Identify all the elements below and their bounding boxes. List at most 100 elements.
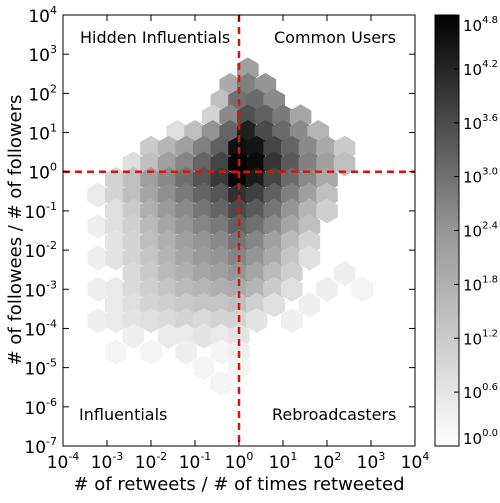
x-tick-label: 10-2: [135, 450, 168, 473]
hex-bin: [263, 261, 285, 287]
hex-bin: [140, 151, 162, 177]
hex-bin: [351, 276, 373, 302]
hex-bin: [210, 182, 233, 208]
hex-bin: [193, 261, 215, 287]
hex-bin: [105, 276, 127, 302]
hex-bin: [245, 292, 268, 318]
hex-bin: [157, 245, 180, 271]
hex-bin: [140, 245, 162, 271]
hex-bin: [281, 135, 303, 161]
hex-bin: [157, 135, 180, 161]
hex-bin: [157, 151, 180, 177]
colorbar-tick-label: 104.8: [463, 15, 498, 35]
hex-bin: [201, 104, 224, 130]
hex-bin: [281, 308, 303, 334]
colorbar-tick-label: 103.0: [463, 167, 498, 187]
hex-bin: [281, 151, 303, 177]
hex-bin: [175, 135, 197, 161]
hex-bin: [289, 104, 312, 130]
hex-bin: [245, 261, 268, 287]
hex-bin: [175, 308, 197, 334]
hex-bin: [105, 308, 127, 334]
hex-bin: [175, 182, 197, 208]
hex-bin: [210, 261, 233, 287]
hex-bin: [175, 323, 197, 349]
hex-bin: [87, 245, 109, 271]
hex-bin: [157, 292, 180, 318]
hex-bin: [263, 198, 285, 224]
colorbar-tick-label: 103.6: [463, 113, 498, 133]
hex-bin: [122, 323, 145, 349]
hex-bin: [140, 214, 162, 240]
y-axis-label: # of followees / # of followers: [5, 95, 26, 366]
hex-bin: [193, 308, 215, 334]
x-axis-ticks: 10-4 10-3 10-2 10-1 100 101 102 103 104: [47, 15, 429, 473]
hex-bin: [193, 151, 215, 177]
hex-bin: [245, 198, 268, 224]
hex-bin: [281, 276, 303, 302]
hex-bin: [87, 182, 109, 208]
hex-bin: [122, 245, 145, 271]
hex-bin: [263, 245, 285, 271]
hex-bin: [298, 292, 321, 318]
quadrant-label-hidden-influentials: Hidden Influentials: [80, 28, 230, 47]
colorbar-tick-label: 102.4: [463, 221, 498, 241]
hex-bin: [245, 245, 268, 271]
hex-bin: [219, 104, 241, 130]
hex-bin: [263, 151, 285, 177]
hex-bin: [210, 214, 233, 240]
hex-bin: [157, 261, 180, 287]
hex-bin: [237, 104, 259, 130]
hex-bin: [281, 214, 303, 240]
colorbar-tick-label: 100.6: [463, 382, 498, 402]
hex-bin: [228, 214, 250, 240]
hex-bin: [87, 214, 109, 240]
hex-bin: [105, 292, 127, 318]
hex-bin: [281, 182, 303, 208]
hex-bin: [333, 135, 356, 161]
y-tick-label: 103: [28, 43, 57, 66]
hex-bin: [122, 308, 145, 334]
hexbin-cells: [87, 57, 373, 396]
hex-bin: [140, 182, 162, 208]
hex-bin: [105, 245, 127, 271]
hex-bin: [333, 261, 356, 287]
hex-bin: [157, 198, 180, 224]
hex-bin: [210, 370, 233, 396]
x-axis-label: # of retweets / # of times retweeted: [73, 474, 404, 495]
y-tick-label: 104: [28, 4, 57, 27]
hex-bin: [193, 355, 215, 381]
hex-bin: [245, 308, 268, 334]
hex-bin: [140, 292, 162, 318]
hex-bin: [263, 182, 285, 208]
hex-bin: [228, 323, 250, 349]
y-tick-label: 102: [28, 82, 57, 105]
y-tick-label: 10-1: [24, 200, 57, 223]
hex-bin: [140, 308, 162, 334]
hex-bin: [105, 339, 127, 365]
hex-bin: [87, 308, 109, 334]
hex-bin: [245, 214, 268, 240]
hex-bin: [140, 135, 162, 161]
hex-bin: [210, 276, 233, 302]
hex-bin: [140, 276, 162, 302]
hex-bin: [193, 135, 215, 161]
hex-bin: [316, 182, 338, 208]
hex-bin: [245, 135, 268, 161]
hex-bin: [298, 245, 321, 271]
hex-bin: [157, 214, 180, 240]
hex-bin: [193, 245, 215, 271]
hex-bin: [210, 135, 233, 161]
x-tick-label: 102: [313, 450, 342, 473]
y-tick-label: 101: [28, 122, 57, 145]
hex-bin: [122, 276, 145, 302]
quadrant-label-rebroadcasters: Rebroadcasters: [272, 405, 396, 424]
hex-bin: [122, 292, 145, 318]
hex-bin: [333, 151, 356, 177]
hex-bin: [298, 182, 321, 208]
hex-bin: [193, 323, 215, 349]
hex-bin: [210, 339, 233, 365]
hex-bin: [157, 182, 180, 208]
hex-bin: [263, 276, 285, 302]
